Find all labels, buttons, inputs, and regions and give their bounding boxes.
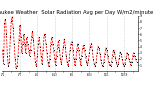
Title: Milwaukee Weather  Solar Radiation Avg per Day W/m2/minute: Milwaukee Weather Solar Radiation Avg pe… [0,10,153,15]
